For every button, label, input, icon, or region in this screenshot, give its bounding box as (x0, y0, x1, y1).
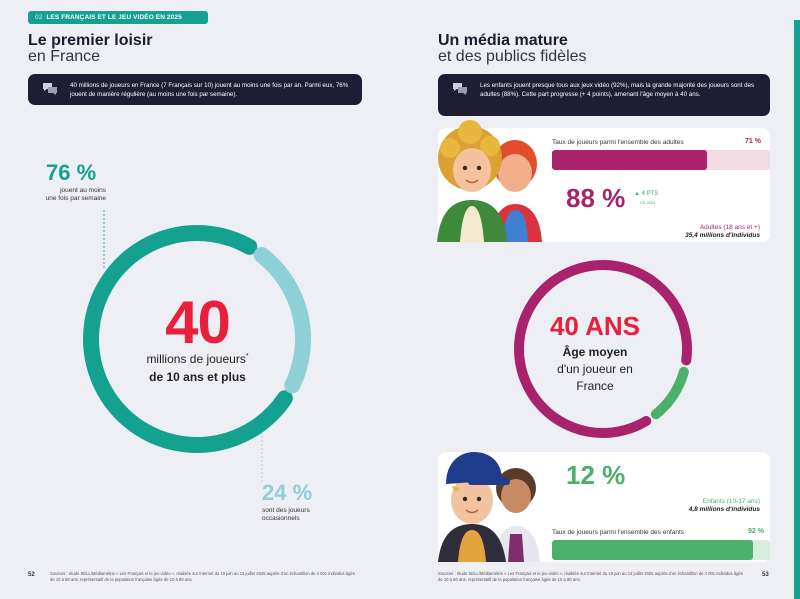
children-segment (650, 366, 689, 420)
adults-bar-value: 71 % (745, 138, 761, 145)
players-ring-chart (83, 210, 311, 482)
right-callout: Les enfants jouent presque tous aux jeux… (438, 74, 770, 116)
children-group-label: Enfants (10-17 ans) (702, 498, 760, 505)
section-badge: 02 LES FRANÇAIS ET LE JEU VIDÉO EN 2025 (28, 11, 208, 24)
section-title: LES FRANÇAIS ET LE JEU VIDÉO EN 2025 (46, 14, 182, 21)
children-share: 12 % (566, 460, 626, 490)
players-count: 40 (165, 289, 231, 356)
age-ring-chart (514, 260, 692, 438)
adults-bar-track (552, 150, 770, 170)
adults-trend: ▲ 4 PTS (634, 191, 659, 197)
adults-group-label: Adultes (18 ans et +) (699, 224, 760, 231)
adults-group-count: 35,4 millions d'individus (685, 232, 760, 239)
occasional-label-line1: sont des joueurs (262, 507, 310, 514)
left-callout-text: 40 millions de joueurs en France (7 Fran… (70, 82, 349, 98)
section-number: 02 (35, 14, 43, 21)
children-bar-track (552, 540, 770, 560)
children-group-count: 4,8 millions d'individus (688, 506, 760, 513)
right-title: Un média mature (438, 32, 568, 49)
left-footer-sources: Sources : étude SELL/Médiamétrie « Les F… (50, 571, 355, 582)
players-asterisk: * (245, 353, 249, 360)
left-subtitle: en France (28, 48, 101, 65)
occasional-segment (253, 247, 311, 394)
right-footer-sources: Sources : étude SELL/Médiamétrie « Les F… (438, 571, 743, 582)
regular-label-line2: une fois par semaine (45, 195, 106, 202)
occasional-percent: 24 % (262, 480, 313, 505)
regular-percent: 76 % (46, 160, 97, 185)
adults-trend-ref: VS 2024 (640, 200, 656, 205)
regular-segment (83, 225, 293, 453)
regular-label-line1: jouent au moins (60, 187, 106, 194)
speech-bubbles-icon (453, 83, 467, 95)
left-callout: 40 millions de joueurs en France (7 Fran… (28, 74, 362, 105)
children-avatar-illustration (438, 452, 540, 562)
players-unit-text: millions de joueurs (146, 352, 246, 366)
players-age: de 10 ans et plus (149, 370, 246, 384)
right-callout-text: Les enfants jouent presque tous aux jeux… (480, 82, 755, 98)
adults-avatar-illustration (437, 120, 542, 242)
adults-segment (514, 260, 692, 438)
average-age-line3: France (576, 379, 614, 393)
occasional-label: sont des joueurs occasionnels (262, 507, 342, 523)
right-subtitle: et des publics fidèles (438, 48, 587, 65)
speech-bubbles-icon (43, 83, 57, 95)
children-bar-value: 92 % (748, 528, 764, 535)
right-page-number: 53 (762, 572, 769, 578)
occasional-label-line2: occasionnels (262, 515, 300, 522)
left-title: Le premier loisir (28, 32, 153, 49)
adults-bar-label: Taux de joueurs parmi l'ensemble des adu… (552, 139, 684, 146)
regular-label: jouent au moins une fois par semaine (20, 187, 106, 203)
children-bar-fill (552, 540, 753, 560)
children-bar-label: Taux de joueurs parmi l'ensemble des enf… (552, 529, 685, 536)
average-age-label: Âge moyen (562, 345, 628, 359)
page-edge-strip (794, 20, 800, 599)
average-age-line2: d'un joueur en (557, 362, 633, 376)
average-age: 40 ANS (549, 311, 641, 341)
left-page-number: 52 (28, 572, 35, 578)
adults-share: 88 % (566, 183, 626, 213)
adults-bar-fill (552, 150, 707, 170)
players-unit: millions de joueurs* (105, 352, 290, 366)
